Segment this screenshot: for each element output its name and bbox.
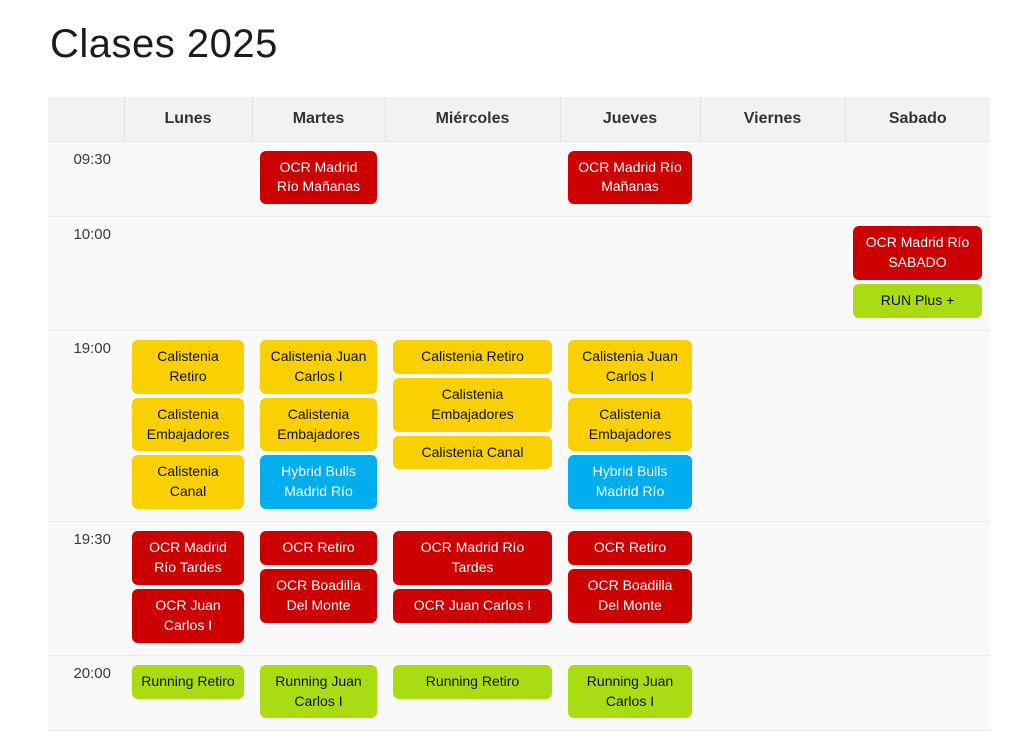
event-running-retiro[interactable]: Running Retiro: [393, 664, 552, 699]
timetable-row-19-30: 19:30 OCR Madrid Río Tardes OCR Juan Carlo…: [48, 521, 990, 656]
day-header-jueves: Jueves: [559, 97, 700, 142]
schedule-cell-martes-19-30: OCR Retiro OCR Boadilla Del Monte: [252, 521, 385, 656]
event-ocr-retiro[interactable]: OCR Retiro: [568, 531, 692, 565]
day-header-miercoles: Miércoles: [384, 97, 560, 142]
schedule-cell-sabado-19-30: [845, 521, 990, 656]
event-run-plus[interactable]: RUN Plus +: [853, 284, 982, 318]
event-ocr-madrid-rio-mananas[interactable]: OCR Madrid Río Mañanas: [568, 150, 692, 205]
timetable-head: Lunes Martes Miércoles Jueves Viernes Sabado: [48, 97, 990, 142]
event-calistenia-embajadores[interactable]: Calistenia Embajadores: [132, 397, 244, 452]
schedule-cell-lunes-10-00: [124, 216, 252, 331]
timetable: Lunes Martes Miércoles Jueves Viernes Sabado …: [48, 97, 990, 732]
event-calistenia-juan-carlos-i[interactable]: Calistenia Juan Carlos I: [568, 339, 692, 394]
timetable-row-19-00: 19:00 Calistenia Retiro Calistenia Embajad…: [48, 330, 990, 523]
event-calistenia-juan-carlos-i[interactable]: Calistenia Juan Carlos I: [260, 339, 377, 394]
page: Clases 2025 Lunes Martes Miércoles Jueves Vi…: [48, 22, 990, 732]
schedule-cell-sabado-20-00: [845, 655, 990, 732]
schedule-cell-sabado-09-30: [845, 141, 990, 218]
time-label: 19:30: [48, 521, 124, 656]
event-ocr-madrid-rio-sabado[interactable]: OCR Madrid Río SABADO: [853, 226, 982, 280]
schedule-cell-jueves-19-30: OCR Retiro OCR Boadilla Del Monte: [560, 521, 700, 656]
event-running-juan-carlos-i[interactable]: Running Juan Carlos I: [568, 664, 692, 719]
schedule-cell-sabado-19-00: [845, 330, 990, 523]
event-running-retiro[interactable]: Running Retiro: [132, 664, 244, 699]
time-label: 20:00: [48, 655, 124, 732]
schedule-cell-miercoles-20-00: Running Retiro: [385, 655, 560, 732]
event-ocr-juan-carlos-i[interactable]: OCR Juan Carlos I: [393, 588, 552, 623]
time-column-header: [48, 97, 124, 142]
schedule-cell-sabado-10-00: OCR Madrid Río SABADO RUN Plus +: [845, 216, 990, 331]
event-hybrid-bulls-madrid-rio[interactable]: Hybrid Bulls Madrid Río: [568, 455, 692, 510]
event-calistenia-embajadores[interactable]: Calistenia Embajadores: [393, 377, 552, 432]
time-label: 09:30: [48, 141, 124, 218]
time-label: 19:00: [48, 330, 124, 523]
schedule-cell-martes-09-30: OCR Madrid Río Mañanas: [252, 141, 385, 218]
event-calistenia-retiro[interactable]: Calistenia Retiro: [393, 339, 552, 374]
event-calistenia-canal[interactable]: Calistenia Canal: [393, 435, 552, 470]
schedule-cell-miercoles-10-00: [385, 216, 560, 331]
schedule-cell-martes-10-00: [252, 216, 385, 331]
event-calistenia-retiro[interactable]: Calistenia Retiro: [132, 339, 244, 394]
schedule-cell-viernes-09-30: [700, 141, 845, 218]
page-title: Clases 2025: [50, 22, 278, 66]
event-ocr-madrid-rio-tardes[interactable]: OCR Madrid Río Tardes: [393, 531, 552, 585]
schedule-cell-miercoles-19-30: OCR Madrid Río Tardes OCR Juan Carlos I: [385, 521, 560, 656]
schedule-cell-jueves-20-00: Running Juan Carlos I: [560, 655, 700, 732]
event-ocr-boadilla-del-monte[interactable]: OCR Boadilla Del Monte: [260, 569, 377, 623]
timetable-row-20-00: 20:00 Running Retiro Running Juan Carlos I…: [48, 655, 990, 732]
event-ocr-madrid-rio-tardes[interactable]: OCR Madrid Río Tardes: [132, 531, 244, 585]
schedule-cell-jueves-10-00: [560, 216, 700, 331]
schedule-cell-lunes-20-00: Running Retiro: [124, 655, 252, 732]
schedule-cell-viernes-19-00: [700, 330, 845, 523]
time-label: 10:00: [48, 216, 124, 331]
schedule-cell-lunes-19-30: OCR Madrid Río Tardes OCR Juan Carlos I: [124, 521, 252, 656]
schedule-cell-jueves-09-30: OCR Madrid Río Mañanas: [560, 141, 700, 218]
event-ocr-madrid-rio-mananas[interactable]: OCR Madrid Río Mañanas: [260, 150, 377, 205]
event-hybrid-bulls-madrid-rio[interactable]: Hybrid Bulls Madrid Río: [260, 455, 377, 510]
day-header-martes: Martes: [251, 97, 385, 142]
timetable-row-09-30: 09:30 OCR Madrid Río Mañanas OCR Madrid Rí…: [48, 141, 990, 218]
event-ocr-boadilla-del-monte[interactable]: OCR Boadilla Del Monte: [568, 569, 692, 623]
event-calistenia-embajadores[interactable]: Calistenia Embajadores: [260, 397, 377, 452]
schedule-cell-lunes-09-30: [124, 141, 252, 218]
schedule-cell-viernes-10-00: [700, 216, 845, 331]
schedule-cell-viernes-19-30: [700, 521, 845, 656]
timetable-header-row: Lunes Martes Miércoles Jueves Viernes Sabado: [48, 97, 990, 142]
schedule-cell-martes-19-00: Calistenia Juan Carlos I Calistenia Embaj…: [252, 330, 385, 523]
event-ocr-juan-carlos-i[interactable]: OCR Juan Carlos I: [132, 588, 244, 643]
event-calistenia-canal[interactable]: Calistenia Canal: [132, 455, 244, 510]
schedule-cell-miercoles-09-30: [385, 141, 560, 218]
schedule-cell-viernes-20-00: [700, 655, 845, 732]
event-calistenia-embajadores[interactable]: Calistenia Embajadores: [568, 397, 692, 452]
schedule-cell-lunes-19-00: Calistenia Retiro Calistenia Embajadores C…: [124, 330, 252, 523]
schedule-cell-miercoles-19-00: Calistenia Retiro Calistenia Embajadores C…: [385, 330, 560, 523]
day-header-sabado: Sabado: [844, 97, 990, 142]
timetable-row-10-00: 10:00 OCR Madrid Río SABADO RUN Plus +: [48, 216, 990, 331]
timetable-body: 09:30 OCR Madrid Río Mañanas OCR Madrid Rí…: [48, 141, 990, 732]
day-header-lunes: Lunes: [123, 97, 252, 142]
day-header-viernes: Viernes: [699, 97, 845, 142]
event-running-juan-carlos-i[interactable]: Running Juan Carlos I: [260, 664, 377, 719]
schedule-cell-martes-20-00: Running Juan Carlos I: [252, 655, 385, 732]
event-ocr-retiro[interactable]: OCR Retiro: [260, 531, 377, 565]
schedule-cell-jueves-19-00: Calistenia Juan Carlos I Calistenia Embaj…: [560, 330, 700, 523]
